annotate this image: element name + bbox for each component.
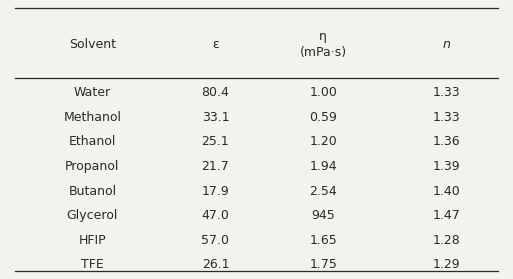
Text: Water: Water [74, 86, 111, 99]
Text: Propanol: Propanol [65, 160, 120, 173]
Text: 1.36: 1.36 [432, 136, 460, 148]
Text: 17.9: 17.9 [202, 185, 229, 198]
Text: 25.1: 25.1 [202, 136, 229, 148]
Text: Solvent: Solvent [69, 38, 116, 51]
Text: TFE: TFE [81, 258, 104, 271]
Text: 26.1: 26.1 [202, 258, 229, 271]
Text: ε: ε [212, 38, 219, 51]
Text: Glycerol: Glycerol [67, 209, 118, 222]
Text: 1.39: 1.39 [432, 160, 460, 173]
Text: η
(mPa·s): η (mPa·s) [300, 30, 347, 59]
Text: 1.40: 1.40 [432, 185, 460, 198]
Text: 1.75: 1.75 [309, 258, 337, 271]
Text: 47.0: 47.0 [202, 209, 229, 222]
Text: 1.65: 1.65 [309, 234, 337, 247]
Text: 0.59: 0.59 [309, 111, 337, 124]
Text: 1.33: 1.33 [432, 86, 460, 99]
Text: 1.28: 1.28 [432, 234, 460, 247]
Text: Butanol: Butanol [68, 185, 116, 198]
Text: 1.47: 1.47 [432, 209, 460, 222]
Text: 2.54: 2.54 [309, 185, 337, 198]
Text: 57.0: 57.0 [202, 234, 229, 247]
Text: 1.29: 1.29 [432, 258, 460, 271]
Text: n: n [442, 38, 450, 51]
Text: 1.00: 1.00 [309, 86, 337, 99]
Text: 1.94: 1.94 [309, 160, 337, 173]
Text: Methanol: Methanol [63, 111, 122, 124]
Text: 33.1: 33.1 [202, 111, 229, 124]
Text: 945: 945 [311, 209, 335, 222]
Text: 21.7: 21.7 [202, 160, 229, 173]
Text: Ethanol: Ethanol [69, 136, 116, 148]
Text: 80.4: 80.4 [202, 86, 229, 99]
Text: 1.33: 1.33 [432, 111, 460, 124]
Text: 1.20: 1.20 [309, 136, 337, 148]
Text: HFIP: HFIP [78, 234, 106, 247]
